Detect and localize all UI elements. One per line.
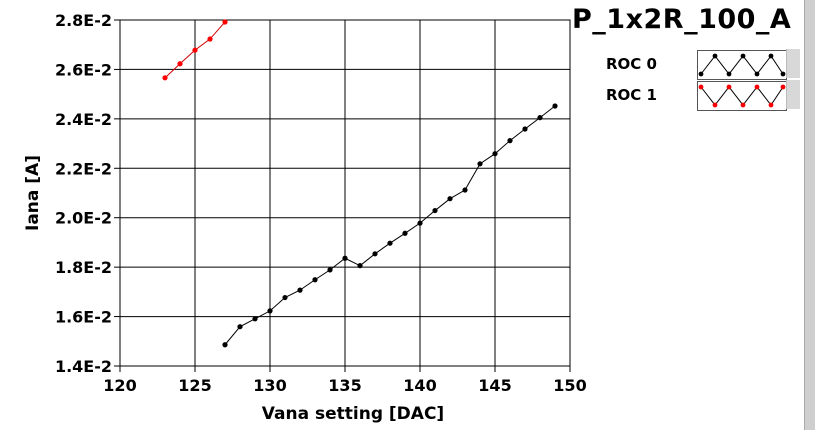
y-tick-label: 2.4E-2 bbox=[55, 110, 112, 129]
data-point-roc0 bbox=[477, 161, 483, 167]
y-tick-label: 2.0E-2 bbox=[55, 209, 112, 228]
legend-marker bbox=[754, 71, 760, 77]
legend-marker bbox=[768, 102, 774, 108]
x-tick-label: 120 bbox=[103, 376, 136, 395]
data-point-roc0 bbox=[402, 230, 408, 236]
data-point-roc1 bbox=[177, 61, 183, 67]
data-point-roc0 bbox=[432, 207, 438, 214]
data-point-roc0 bbox=[372, 251, 378, 257]
legend-line bbox=[700, 86, 784, 106]
y-tick-label: 2.6E-2 bbox=[55, 60, 112, 79]
data-point-roc0 bbox=[282, 294, 288, 301]
data-point-roc0 bbox=[312, 277, 318, 283]
legend-line bbox=[700, 55, 784, 75]
legend-marker bbox=[712, 53, 718, 59]
legend-marker bbox=[740, 102, 746, 108]
y-tick-label: 1.8E-2 bbox=[55, 258, 112, 277]
legend-marker bbox=[780, 84, 786, 90]
legend-label-roc1: ROC 1 bbox=[606, 86, 657, 104]
data-point-roc0 bbox=[522, 126, 528, 132]
data-point-roc0 bbox=[507, 138, 513, 144]
legend: ROC 0 ROC 1 bbox=[594, 47, 804, 111]
y-tick-label: 2.2E-2 bbox=[55, 159, 112, 178]
y-axis-label: Iana [A] bbox=[23, 155, 43, 231]
legend-marker bbox=[726, 84, 732, 90]
x-tick-label: 130 bbox=[253, 376, 286, 395]
legend-marker bbox=[726, 71, 732, 77]
data-point-roc0 bbox=[252, 316, 258, 322]
y-tick-label: 2.8E-2 bbox=[55, 11, 112, 30]
x-axis-label: Vana setting [DAC] bbox=[262, 404, 444, 424]
y-tick-label: 1.4E-2 bbox=[55, 357, 112, 376]
data-point-roc0 bbox=[327, 267, 333, 273]
series-layer bbox=[162, 19, 558, 348]
legend-label-roc0: ROC 0 bbox=[606, 55, 657, 73]
legend-marker bbox=[712, 102, 718, 108]
data-point-roc0 bbox=[297, 287, 303, 293]
legend-swatch-roc1 bbox=[697, 81, 787, 111]
legend-swatch-roc0 bbox=[697, 50, 787, 80]
legend-scroll-handle[interactable] bbox=[786, 49, 800, 78]
data-point-roc0 bbox=[417, 220, 423, 226]
x-tick-label: 140 bbox=[403, 376, 436, 395]
legend-marker bbox=[768, 53, 774, 59]
window-edge-scrollbar[interactable] bbox=[804, 0, 815, 430]
data-point-roc0 bbox=[237, 324, 243, 330]
data-point-roc0 bbox=[552, 103, 558, 109]
data-point-roc1 bbox=[192, 47, 198, 53]
data-point-roc1 bbox=[222, 19, 228, 25]
data-point-roc0 bbox=[267, 308, 273, 314]
legend-item-roc0: ROC 0 bbox=[594, 49, 800, 80]
legend-marker bbox=[698, 71, 704, 77]
data-point-roc0 bbox=[387, 240, 393, 246]
legend-marker bbox=[740, 53, 746, 59]
data-point-roc1 bbox=[162, 75, 168, 81]
data-point-roc0 bbox=[537, 115, 543, 121]
legend-marker bbox=[780, 71, 786, 77]
x-tick-label: 150 bbox=[553, 376, 586, 395]
data-point-roc0 bbox=[222, 342, 228, 348]
grid bbox=[119, 19, 571, 367]
x-tick-label: 135 bbox=[328, 376, 361, 395]
legend-marker bbox=[698, 84, 704, 90]
panel-title: P_1x2R_100_A bbox=[572, 4, 792, 35]
data-point-roc0 bbox=[342, 255, 348, 261]
data-point-roc0 bbox=[462, 187, 468, 193]
ticks: 120 125 130 135 140 145 150 1.4E-2 1.6E-2 1.8E-2 2… bbox=[55, 11, 587, 395]
legend-scroll-handle[interactable] bbox=[786, 80, 800, 109]
y-tick-label: 1.6E-2 bbox=[55, 308, 112, 327]
data-point-roc0 bbox=[492, 151, 498, 157]
data-point-roc1 bbox=[207, 36, 213, 42]
x-tick-label: 125 bbox=[178, 376, 211, 395]
legend-item-roc1: ROC 1 bbox=[594, 80, 800, 111]
x-tick-label: 145 bbox=[478, 376, 511, 395]
data-point-roc0 bbox=[357, 263, 363, 269]
legend-marker bbox=[754, 84, 760, 90]
data-point-roc0 bbox=[447, 196, 453, 202]
